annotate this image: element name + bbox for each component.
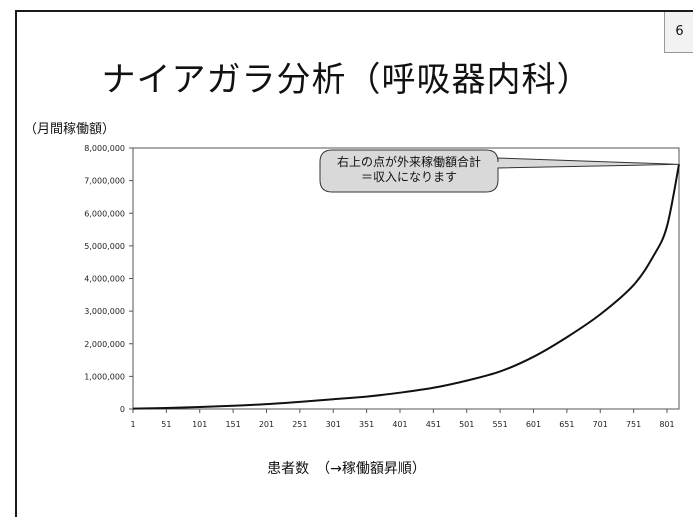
- x-tick-label: 601: [526, 420, 541, 429]
- x-tick-label: 751: [626, 420, 641, 429]
- x-axis-label: 患者数 （→稼働額昇順）: [267, 461, 426, 477]
- y-axis-label: （月間稼働額）: [24, 122, 116, 137]
- x-tick-label: 451: [426, 420, 441, 429]
- page-number: 6: [664, 12, 693, 53]
- x-tick-label: 701: [593, 420, 608, 429]
- x-tick-label: 401: [392, 420, 407, 429]
- x-tick-label: 251: [292, 420, 307, 429]
- x-tick-label: 551: [492, 420, 507, 429]
- slide-border-top: [15, 10, 693, 12]
- x-tick-label: 651: [559, 420, 574, 429]
- annotation-text: ＝収入になります: [361, 170, 457, 184]
- x-tick-label: 301: [326, 420, 341, 429]
- data-line: [132, 164, 680, 410]
- y-tick-label: 2,000,000: [84, 340, 125, 349]
- y-tick-label: 7,000,000: [84, 177, 125, 186]
- x-tick-label: 501: [459, 420, 474, 429]
- annotation-callout: [319, 149, 680, 193]
- y-tick-label: 0: [120, 405, 125, 414]
- x-tick-label: 101: [192, 420, 207, 429]
- y-tick-label: 8,000,000: [84, 144, 125, 153]
- x-tick-label: 201: [259, 420, 274, 429]
- slide-border: [15, 10, 17, 517]
- y-tick-label: 5,000,000: [84, 242, 125, 251]
- y-tick-label: 1,000,000: [84, 372, 125, 381]
- slide-title: ナイアガラ分析（呼吸器内科）: [101, 60, 592, 100]
- x-tick-label: 801: [659, 420, 674, 429]
- x-tick-label: 1: [130, 420, 135, 429]
- x-tick-label: 51: [161, 420, 171, 429]
- y-tick-label: 3,000,000: [84, 307, 125, 316]
- y-tick-label: 4,000,000: [84, 275, 125, 284]
- x-tick-label: 351: [359, 420, 374, 429]
- y-tick-label: 6,000,000: [84, 209, 125, 218]
- x-tick-label: 151: [225, 420, 240, 429]
- annotation-text: 右上の点が外来稼働額合計: [337, 154, 481, 169]
